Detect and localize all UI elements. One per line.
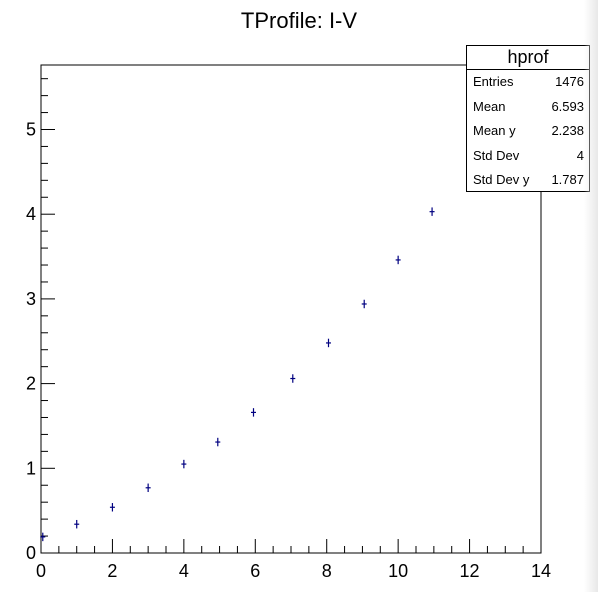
stats-value: 1.787	[551, 172, 584, 188]
data-point	[40, 532, 46, 542]
stats-label: Entries	[473, 74, 514, 89]
x-tick-label: 10	[388, 561, 408, 581]
data-point	[215, 437, 221, 447]
stats-label: Mean	[473, 98, 506, 114]
stats-label: Std Dev y	[473, 172, 530, 188]
data-marks	[40, 207, 435, 542]
stats-box-title: hprof	[467, 46, 589, 70]
stats-box: hprof Entries 1476 Mean 6.593 Mean y 2.2…	[466, 45, 590, 192]
x-tick-label: 0	[36, 561, 46, 581]
x-tick-label: 2	[107, 561, 117, 581]
x-tick-label: 4	[179, 561, 189, 581]
stats-value: 4	[576, 147, 584, 163]
data-point	[395, 255, 401, 265]
stats-row-entries: Entries 1476	[467, 70, 589, 95]
data-point	[429, 207, 435, 216]
stats-value: 2.238	[551, 123, 584, 139]
stats-label: Std Dev	[473, 147, 520, 163]
stats-row-std-dev: Std Dev 4	[467, 144, 589, 169]
data-point	[361, 299, 367, 309]
y-tick-label: 2	[26, 374, 36, 394]
x-tick-label: 8	[322, 561, 332, 581]
y-tick-label: 1	[26, 458, 36, 478]
data-point	[74, 519, 80, 529]
data-point	[181, 459, 187, 469]
data-point	[145, 483, 151, 493]
stats-row-std-dev-y: Std Dev y 1.787	[467, 168, 589, 193]
y-tick-label: 3	[26, 289, 36, 309]
y-tick-label: 4	[26, 204, 36, 224]
stats-row-mean: Mean 6.593	[467, 95, 589, 120]
x-tick-label: 6	[250, 561, 260, 581]
y-tick-label: 0	[26, 543, 36, 563]
x-tick-label: 12	[460, 561, 480, 581]
stats-label: Mean y	[473, 123, 516, 139]
data-point	[290, 374, 296, 383]
data-point	[251, 408, 256, 417]
window-edge-shadow	[584, 0, 598, 592]
stats-row-mean-y: Mean y 2.238	[467, 119, 589, 144]
stats-value: 6.593	[551, 98, 584, 114]
y-tick-label: 5	[26, 120, 36, 140]
data-point	[109, 503, 115, 512]
x-tick-label: 14	[531, 561, 551, 581]
stats-value: 1476	[555, 74, 584, 89]
chart-title: TProfile: I-V	[240, 8, 358, 33]
data-point	[326, 338, 331, 348]
